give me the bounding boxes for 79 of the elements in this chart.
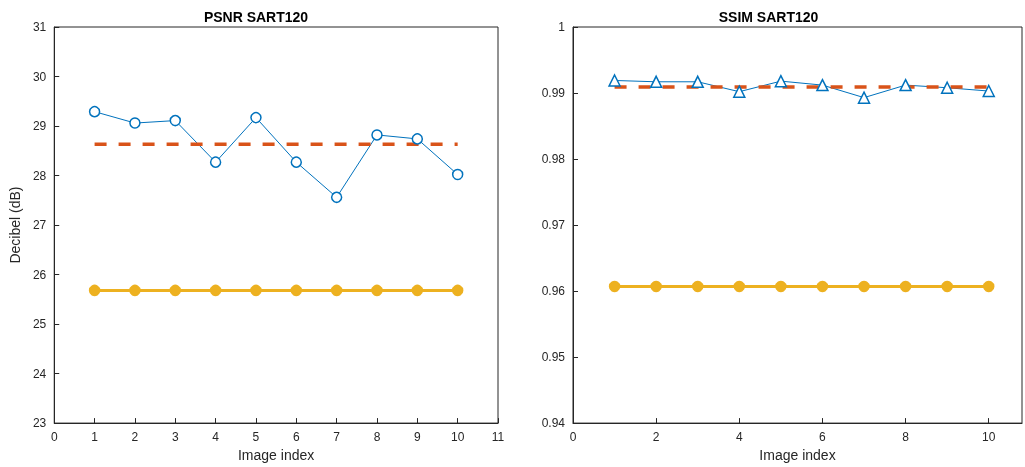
point bbox=[209, 284, 222, 297]
x-tick-label: 6 bbox=[819, 430, 827, 445]
x-tick-label: 0 bbox=[569, 430, 577, 445]
point bbox=[371, 129, 383, 141]
x-tick-label: 1 bbox=[91, 430, 99, 445]
y-tick-label: 1 bbox=[558, 20, 566, 34]
y-tick-label: 31 bbox=[32, 20, 47, 34]
point bbox=[941, 280, 953, 293]
chart-title: SSIM SART120 bbox=[718, 9, 819, 25]
point bbox=[169, 114, 182, 127]
point bbox=[88, 284, 101, 297]
x-tick-label: 2 bbox=[131, 430, 139, 445]
point bbox=[411, 133, 424, 145]
x-tick-label: 10 bbox=[982, 430, 996, 445]
x-tick-label: 3 bbox=[171, 430, 179, 445]
point bbox=[774, 74, 788, 88]
x-tick-label: 9 bbox=[413, 430, 421, 445]
point bbox=[371, 284, 383, 297]
point bbox=[983, 280, 995, 293]
point bbox=[169, 284, 182, 297]
y-tick-label: 24 bbox=[32, 366, 47, 381]
point bbox=[650, 280, 662, 293]
point bbox=[733, 280, 746, 293]
point bbox=[733, 85, 746, 98]
x-tick-label: 8 bbox=[373, 430, 381, 445]
point bbox=[899, 280, 912, 293]
y-axis-title: Decibel (dB) bbox=[7, 186, 23, 264]
point bbox=[940, 81, 954, 94]
point bbox=[88, 105, 101, 118]
x-tick-label: 11 bbox=[491, 430, 505, 445]
y-tick-label: 23 bbox=[32, 416, 47, 431]
point bbox=[691, 280, 704, 293]
y-tick-label: 27 bbox=[32, 218, 47, 233]
point bbox=[649, 75, 663, 89]
point bbox=[330, 284, 343, 297]
point bbox=[290, 284, 303, 297]
x-axis-title: Image index bbox=[759, 447, 836, 463]
point bbox=[691, 75, 704, 89]
x-tick-label: 8 bbox=[902, 430, 910, 445]
point bbox=[816, 280, 829, 293]
point bbox=[857, 91, 871, 104]
point bbox=[290, 156, 303, 168]
x-tick-label: 6 bbox=[292, 430, 300, 445]
point bbox=[451, 168, 464, 181]
y-tick-label: 0.98 bbox=[541, 152, 566, 167]
point bbox=[775, 280, 787, 293]
x-tick-label: 2 bbox=[652, 430, 660, 445]
y-tick-label: 0.99 bbox=[541, 86, 566, 101]
x-tick-label: 7 bbox=[333, 430, 341, 445]
point bbox=[250, 284, 262, 297]
y-tick-label: 26 bbox=[32, 267, 47, 282]
point bbox=[982, 84, 995, 98]
point bbox=[411, 284, 424, 297]
point bbox=[129, 117, 141, 129]
x-tick-label: 4 bbox=[735, 430, 743, 445]
y-tick-label: 29 bbox=[32, 119, 47, 134]
y-tick-label: 30 bbox=[32, 69, 47, 84]
x-axis-title: Image index bbox=[237, 447, 315, 463]
point bbox=[608, 280, 621, 293]
point bbox=[816, 78, 829, 92]
point bbox=[858, 280, 870, 293]
point bbox=[129, 284, 141, 297]
point bbox=[209, 156, 222, 168]
x-tick-label: 4 bbox=[212, 430, 220, 445]
x-tick-label: 0 bbox=[50, 430, 58, 445]
y-tick-label: 25 bbox=[32, 317, 47, 332]
y-tick-label: 0.96 bbox=[541, 284, 566, 299]
y-tick-label: 0.97 bbox=[541, 218, 566, 233]
point bbox=[899, 78, 912, 92]
point bbox=[451, 284, 464, 297]
point bbox=[608, 74, 621, 87]
x-tick-label: 10 bbox=[450, 430, 465, 445]
chart-title: PSNR SART120 bbox=[203, 9, 309, 25]
point bbox=[330, 191, 343, 204]
y-tick-label: 0.95 bbox=[541, 350, 566, 365]
y-tick-label: 0.94 bbox=[541, 416, 566, 431]
point bbox=[250, 111, 262, 124]
x-tick-label: 5 bbox=[252, 430, 260, 445]
y-tick-label: 28 bbox=[32, 168, 47, 183]
